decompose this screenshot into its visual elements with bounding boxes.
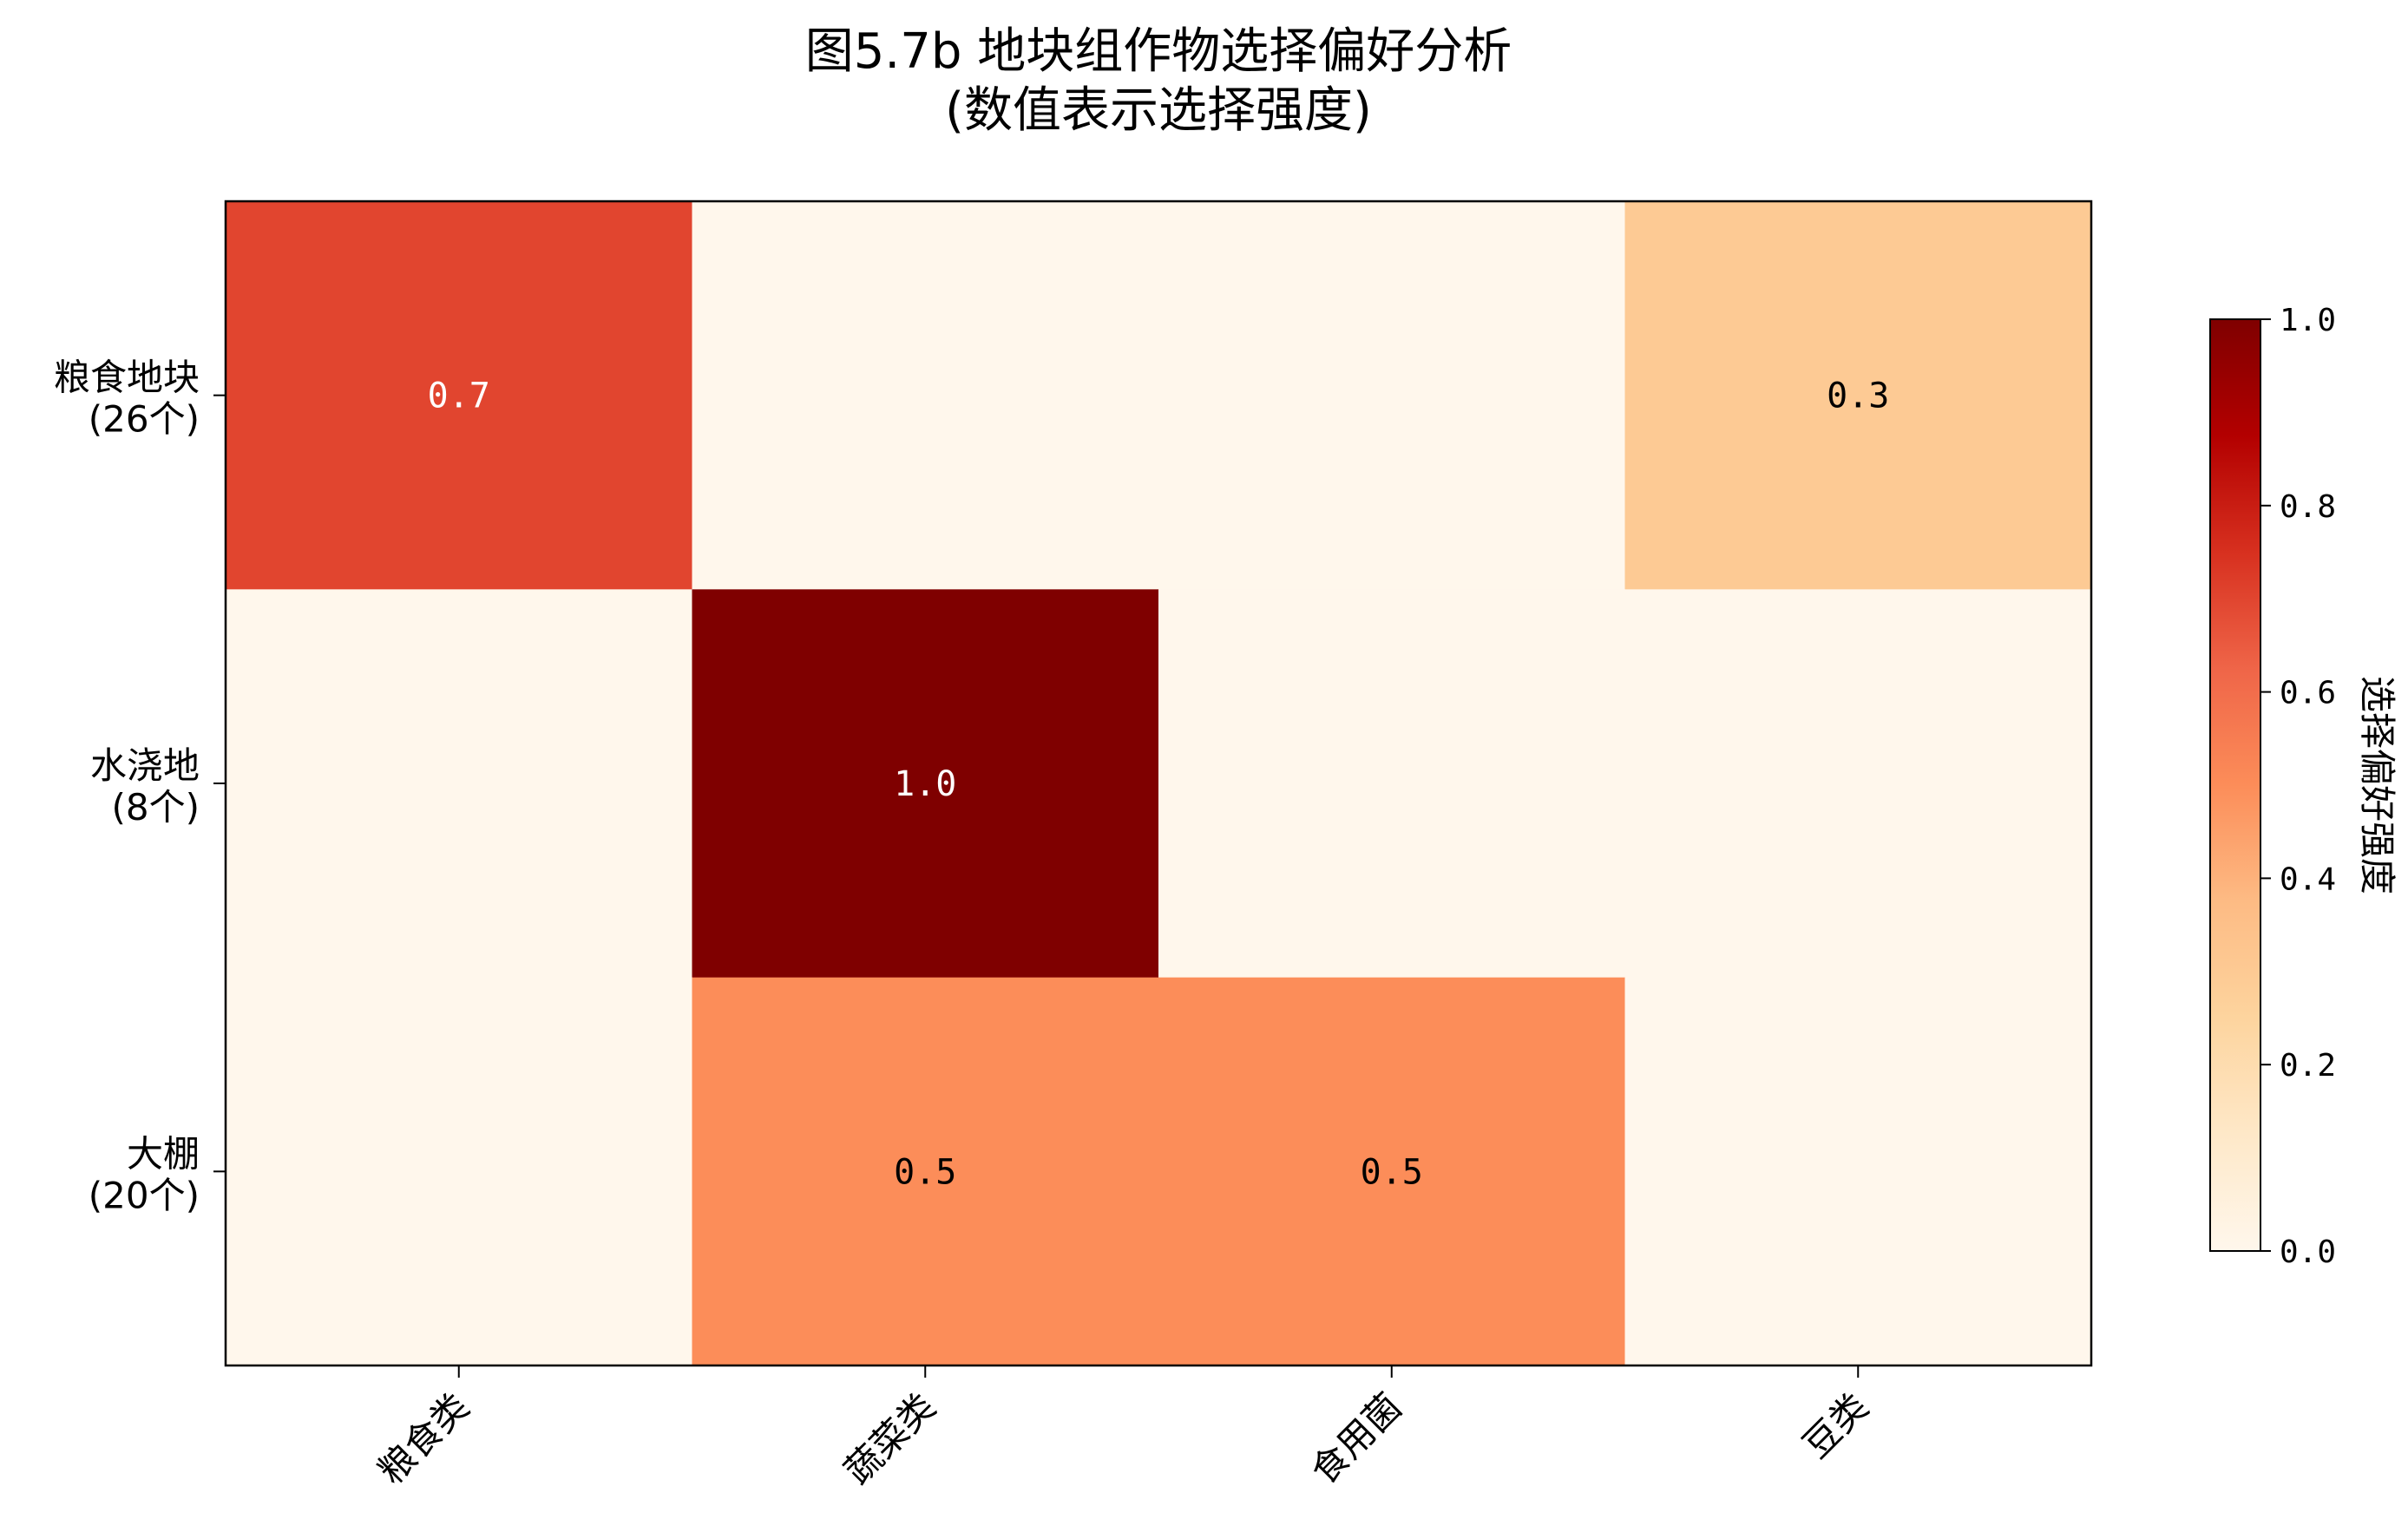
heatmap-cell	[1158, 977, 1625, 1366]
y-tick-count-label: (8个)	[112, 786, 200, 828]
colorbar-label: 选择偏好强度	[2356, 676, 2398, 894]
colorbar-tick-label: 1.0	[2280, 303, 2336, 338]
heatmap-cell	[692, 589, 1159, 979]
heatmap-cell	[692, 201, 1159, 590]
x-tick-label: 豆类	[1795, 1385, 1876, 1466]
chart-subtitle: (数值表示选择强度)	[945, 82, 1372, 139]
y-tick-label: 水浇地	[90, 744, 200, 787]
heatmap-cell-labels: 0.7 0.3 1.0 0.5 0.5	[428, 377, 1890, 1193]
heatmap-cell	[1624, 977, 2092, 1366]
cell-value-label: 0.5	[894, 1152, 956, 1192]
cell-value-label: 0.5	[1361, 1152, 1423, 1192]
cell-value-label: 0.3	[1827, 377, 1889, 416]
colorbar-tick-label: 0.4	[2280, 861, 2336, 897]
y-tick-label: 大棚	[127, 1132, 200, 1175]
y-tick-label: 粮食地块	[54, 357, 200, 399]
x-tick-label: 食用菌	[1302, 1385, 1410, 1492]
x-axis: 粮食类 蔬菜类 食用菌 豆类	[370, 1365, 1876, 1492]
y-axis: 粮食地块(26个) 水浇地(8个) 大棚(20个)	[54, 357, 226, 1216]
chart-title: 图5.7b 地块组作物选择偏好分析	[805, 23, 1512, 80]
colorbar-tick-label: 0.6	[2280, 676, 2336, 711]
x-tick-label: 粮食类	[370, 1385, 477, 1492]
colorbar-tick-label: 0.8	[2280, 489, 2336, 525]
y-tick-count-label: (20个)	[89, 1174, 200, 1216]
heatmap-cell	[226, 977, 692, 1366]
heatmap-cell	[1624, 589, 2092, 979]
heatmap-cell	[226, 589, 692, 979]
x-tick-label: 蔬菜类	[837, 1385, 944, 1492]
heatmap-cell	[1158, 201, 1625, 590]
cell-value-label: 0.7	[428, 377, 490, 416]
colorbar-tick-label: 0.2	[2280, 1048, 2336, 1084]
cell-value-label: 1.0	[894, 764, 956, 804]
colorbar-tick-label: 0.0	[2280, 1234, 2336, 1270]
colorbar	[2209, 318, 2261, 1252]
heatmap-cells	[226, 201, 2092, 1366]
heatmap-cell	[692, 977, 1159, 1366]
heatmap-cell	[1624, 201, 2092, 590]
heatmap-cell	[226, 201, 692, 590]
heatmap-cell	[1158, 589, 1625, 979]
colorbar-ticks: 0.0 0.2 0.4 0.6 0.8 1.0	[2260, 303, 2336, 1270]
y-tick-count-label: (26个)	[89, 398, 200, 441]
